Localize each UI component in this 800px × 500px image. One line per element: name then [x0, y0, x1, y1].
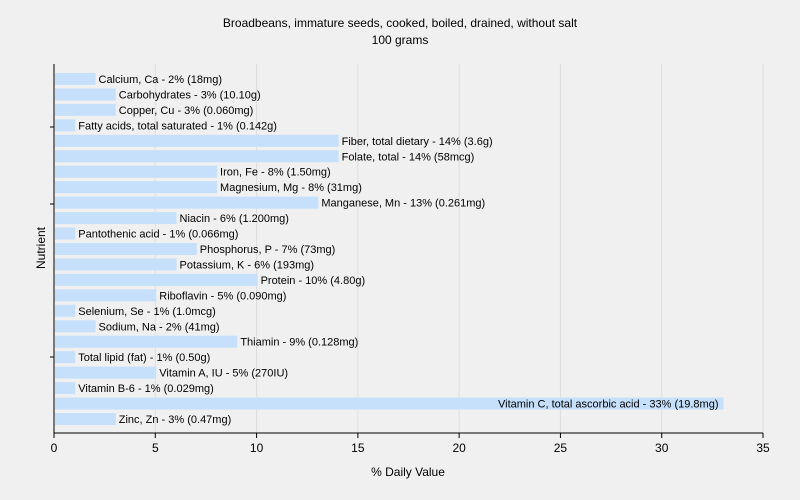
- bar: [55, 289, 157, 302]
- chart-subtitle: 100 grams: [372, 33, 429, 47]
- bar: [55, 397, 724, 410]
- bar: [55, 227, 76, 240]
- bar: [55, 212, 177, 225]
- bar: [55, 273, 258, 286]
- bar-label: Total lipid (fat) - 1% (0.50g): [78, 352, 210, 364]
- axes: [50, 64, 764, 438]
- bar-label: Pantothenic acid - 1% (0.066mg): [78, 229, 238, 241]
- bar-label: Iron, Fe - 8% (1.50mg): [220, 167, 331, 179]
- grid-lines: [154, 64, 764, 433]
- bar: [55, 196, 319, 209]
- y-axis-label: Nutrient: [34, 226, 48, 269]
- bar-label: Manganese, Mn - 13% (0.261mg): [321, 198, 485, 210]
- bar: [55, 335, 238, 348]
- bar: [55, 366, 157, 379]
- x-tick-labels: 0 5 10 15 20 25 30 35: [51, 441, 770, 455]
- x-tick-label: 15: [351, 441, 365, 455]
- x-tick-label: 35: [756, 441, 770, 455]
- bar-label: Niacin - 6% (1.200mg): [180, 213, 289, 225]
- bar: [55, 243, 197, 255]
- bar-label: Calcium, Ca - 2% (18mg): [99, 74, 222, 86]
- bar-label: Fatty acids, total saturated - 1% (0.142…: [78, 120, 277, 132]
- bar-label: Selenium, Se - 1% (1.0mcg): [78, 306, 216, 318]
- bar: [55, 413, 116, 425]
- bar-label: Vitamin A, IU - 5% (270IU): [159, 368, 288, 380]
- bar: [55, 258, 177, 271]
- bar-label: Zinc, Zn - 3% (0.47mg): [119, 414, 231, 426]
- bar: [55, 88, 116, 101]
- bar-label: Vitamin B-6 - 1% (0.029mg): [78, 383, 214, 395]
- bar-label: Potassium, K - 6% (193mg): [180, 259, 314, 271]
- bar-label: Riboflavin - 5% (0.090mg): [159, 290, 286, 302]
- bar: [55, 73, 96, 85]
- bar-label: Vitamin C, total ascorbic acid - 33% (19…: [498, 399, 719, 411]
- bar-label: Fiber, total dietary - 14% (3.6g): [342, 136, 493, 148]
- bar-label: Folate, total - 14% (58mcg): [342, 151, 475, 163]
- bar: [55, 103, 116, 116]
- x-tick-label: 5: [152, 441, 159, 455]
- bar: [55, 181, 218, 194]
- bar: [55, 351, 76, 364]
- bar: [55, 150, 339, 163]
- x-tick-label: 0: [51, 441, 58, 455]
- bar-label: Magnesium, Mg - 8% (31mg): [220, 182, 362, 194]
- bar: [55, 134, 339, 147]
- bar-label: Copper, Cu - 3% (0.060mg): [119, 105, 254, 117]
- bar-label: Phosphorus, P - 7% (73mg): [200, 244, 336, 256]
- bar: [55, 382, 76, 395]
- x-tick-label: 25: [554, 441, 568, 455]
- bar: [55, 320, 96, 333]
- bar: [55, 304, 76, 317]
- bar-label: Carbohydrates - 3% (10.10g): [119, 89, 261, 101]
- bar-label: Protein - 10% (4.80g): [261, 275, 366, 287]
- x-axis-label: % Daily Value: [371, 465, 445, 479]
- bar-label: Sodium, Na - 2% (41mg): [99, 321, 220, 333]
- x-tick-label: 20: [452, 441, 466, 455]
- bar: [55, 119, 76, 132]
- x-tick-label: 10: [250, 441, 264, 455]
- bars: Calcium, Ca - 2% (18mg) Carbohydrates - 3…: [55, 73, 724, 426]
- chart-title: Broadbeans, immature seeds, cooked, boil…: [223, 16, 578, 30]
- x-tick-label: 30: [655, 441, 669, 455]
- bar: [55, 165, 218, 178]
- bar-label: Thiamin - 9% (0.128mg): [240, 337, 358, 349]
